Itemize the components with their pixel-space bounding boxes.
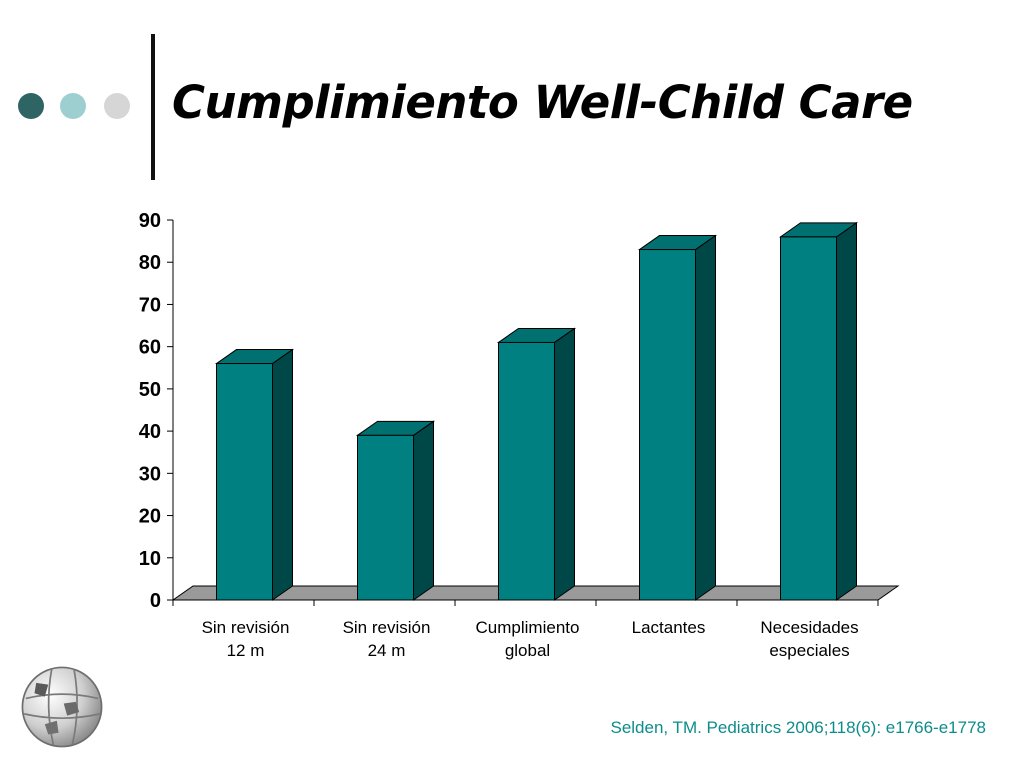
y-tick-label: 10: [139, 548, 161, 570]
light-teal-dot-icon: [60, 93, 86, 119]
wikipedia-globe-icon: [21, 666, 103, 748]
x-tick-label: global: [505, 641, 550, 660]
y-tick-label: 70: [139, 294, 161, 316]
x-tick-label: Sin revisión: [343, 618, 431, 637]
y-tick-label: 0: [150, 590, 161, 612]
x-tick-label: 12 m: [227, 641, 265, 660]
y-tick-label: 90: [139, 210, 161, 232]
y-tick-label: 60: [139, 337, 161, 359]
x-tick-label: especiales: [769, 641, 849, 660]
decorative-dots: [18, 93, 138, 121]
y-tick-label: 40: [139, 421, 161, 443]
citation: Selden, TM. Pediatrics 2006;118(6): e176…: [610, 718, 986, 737]
bar: [780, 236, 837, 601]
bar: [639, 249, 696, 601]
slide-title: Cumplimiento Well-Child Care: [172, 76, 913, 129]
x-tick-label: Necesidades: [760, 618, 858, 637]
bar: [498, 341, 555, 601]
y-tick-label: 30: [139, 463, 161, 485]
title-divider: [151, 34, 155, 180]
dark-teal-dot-icon: [18, 93, 44, 119]
x-tick-label: Lactantes: [632, 618, 706, 637]
bar-side: [836, 221, 857, 601]
bar-side: [695, 234, 716, 601]
x-tick-label: Sin revisión: [202, 618, 290, 637]
gray-dot-icon: [104, 93, 130, 119]
bar-side: [413, 420, 434, 601]
bar: [216, 363, 273, 601]
x-tick-label: Cumplimiento: [476, 618, 580, 637]
bar-side: [272, 348, 293, 601]
y-tick-label: 80: [139, 252, 161, 274]
bar-chart: 0 10 20 30 40 50 60 70 80 90 Sin revisión 12 m Sin r…: [139, 210, 900, 660]
bar-side: [554, 327, 575, 601]
y-tick-label: 20: [139, 506, 161, 528]
bar: [357, 434, 414, 601]
x-tick-label: 24 m: [368, 641, 406, 660]
y-tick-label: 50: [139, 379, 161, 401]
